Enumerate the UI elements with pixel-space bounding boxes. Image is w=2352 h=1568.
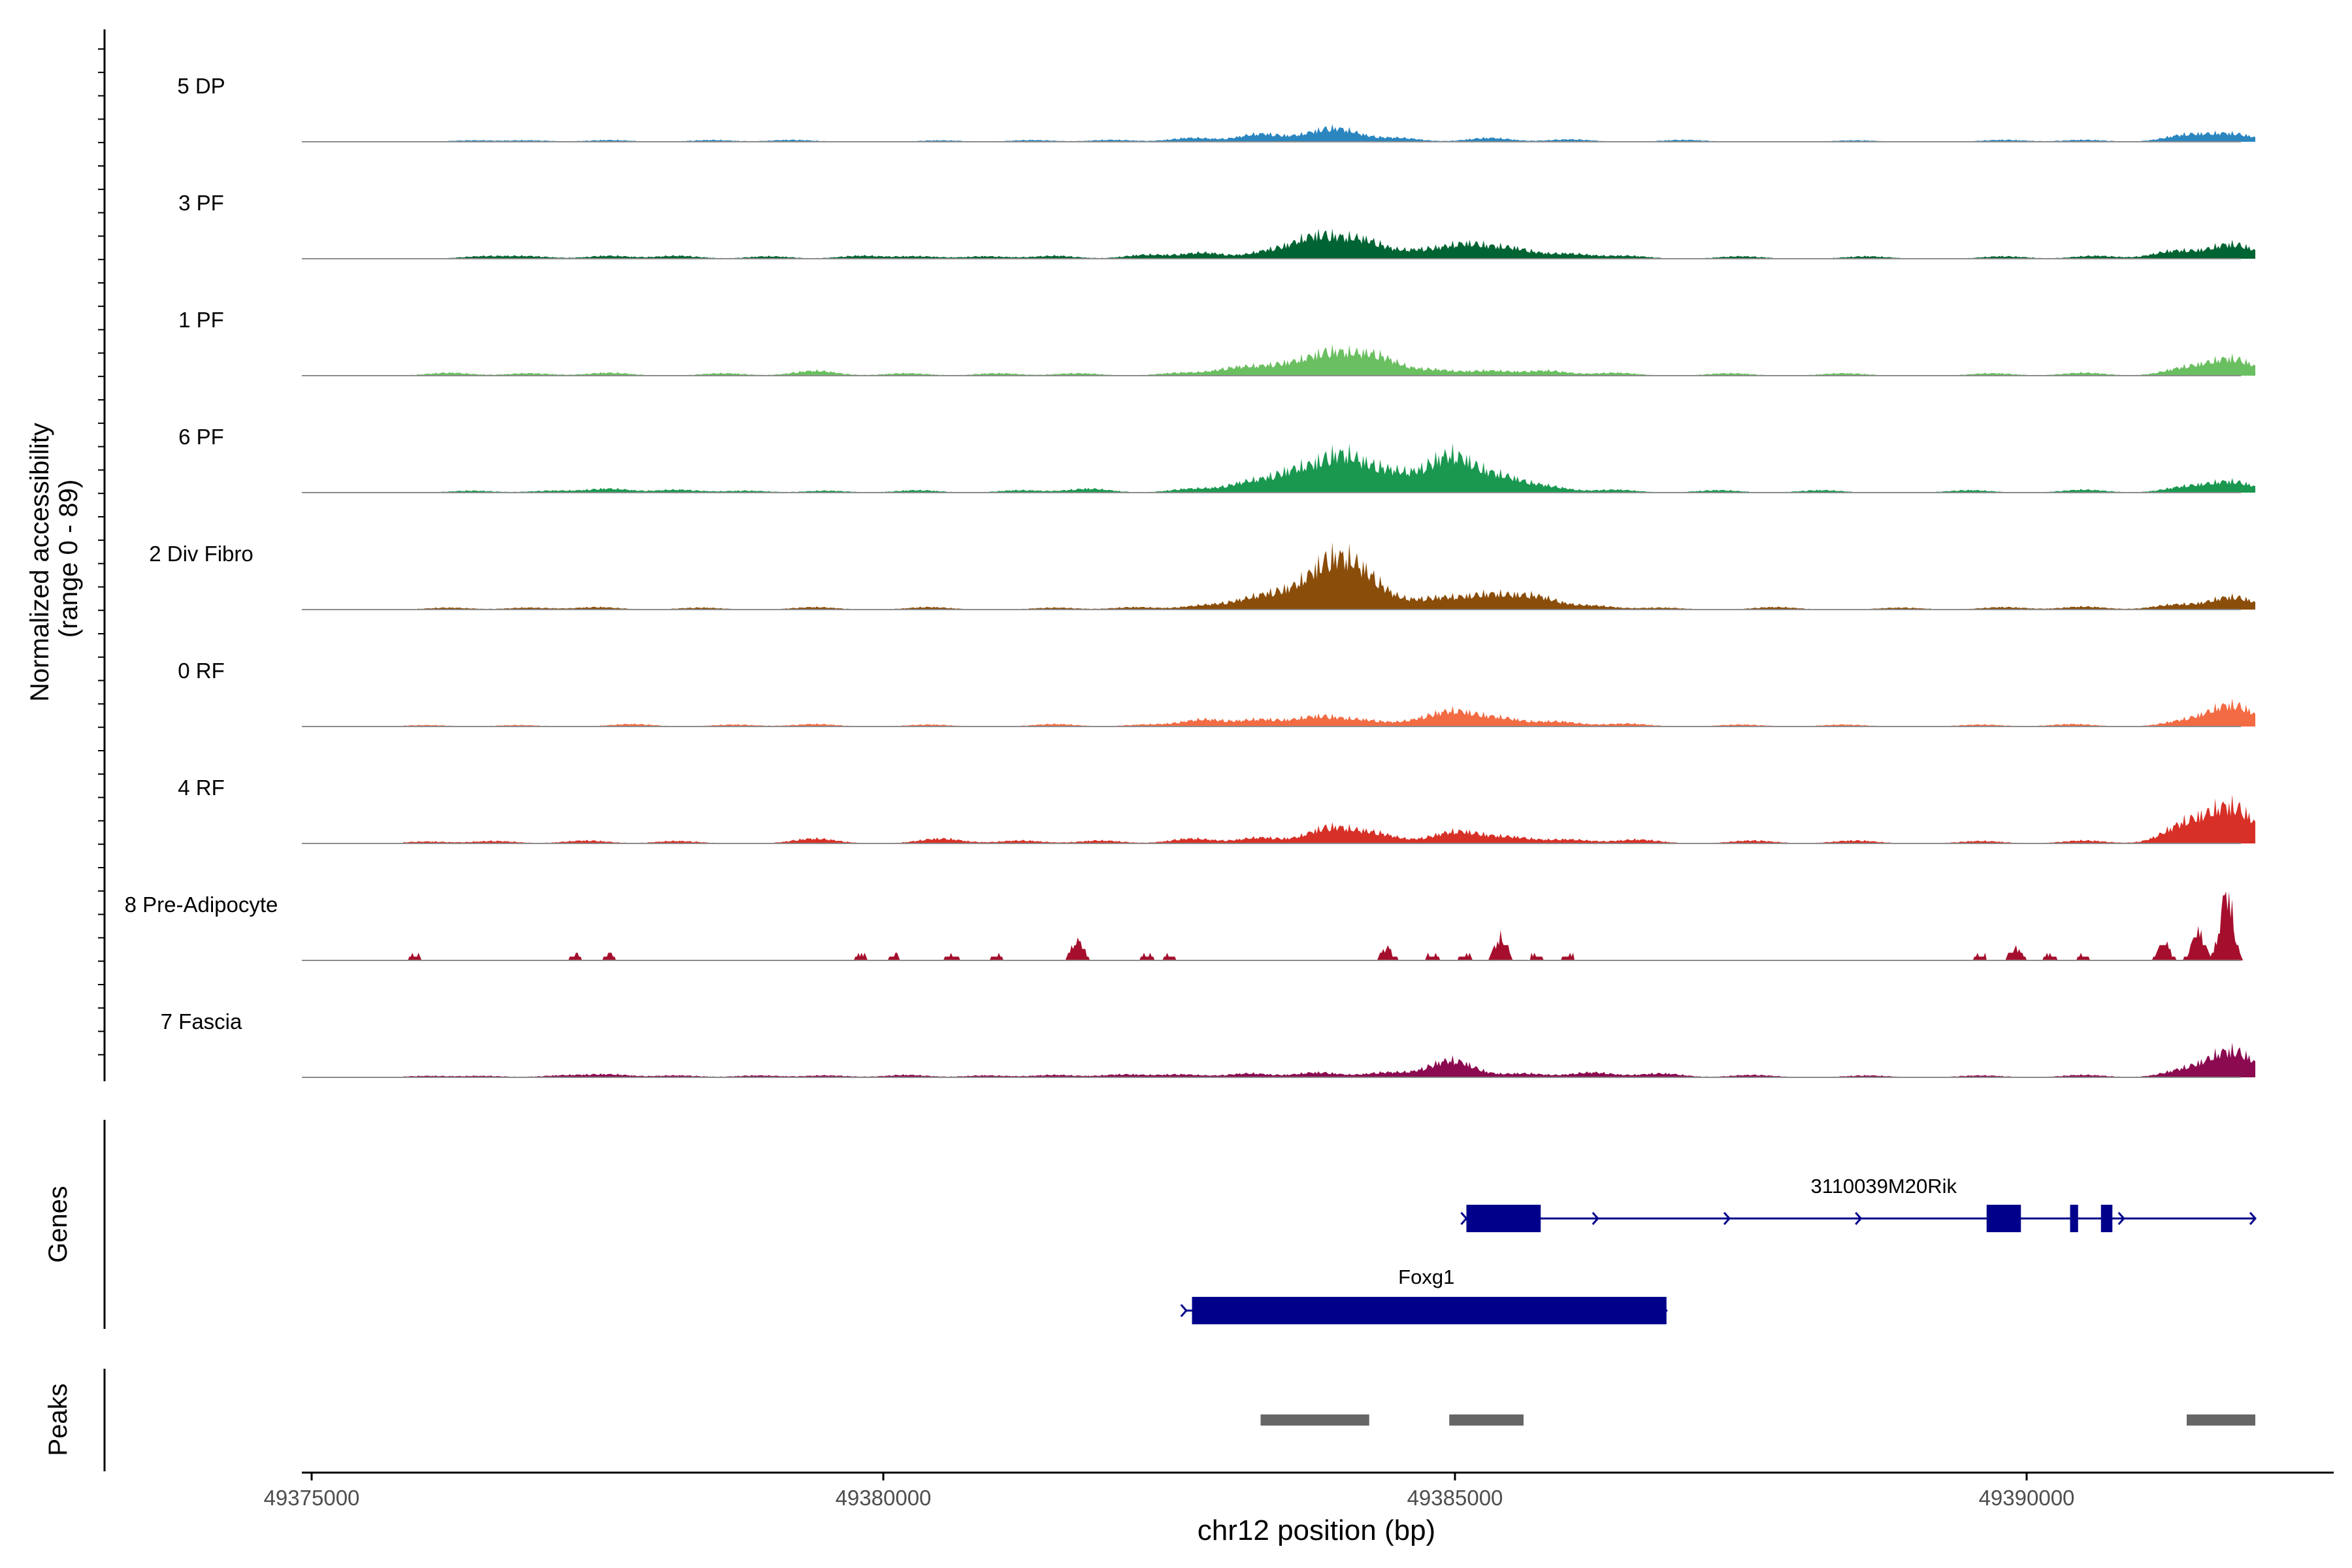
track-7-fascia: 7 Fascia <box>161 1009 2255 1078</box>
track-label-1-pf: 1 PF <box>178 308 224 332</box>
y-axis-title-line1: Normalized accessibility <box>25 423 54 702</box>
strand-arrow-icon <box>1723 1212 1731 1225</box>
genes-panel: Genes 3110039M20Rik Foxg1 <box>44 1120 2257 1329</box>
track-4-rf: 4 RF <box>178 776 2255 844</box>
track-8-pre-adipocyte: 8 Pre-Adipocyte <box>125 891 2255 961</box>
track-label-4-rf: 4 RF <box>178 776 225 800</box>
track-label-7-fascia: 7 Fascia <box>161 1009 242 1034</box>
strand-arrow-icon <box>2249 1212 2257 1225</box>
coverage-tracks: 5 DP 3 PF 1 PF 6 PF 2 Div Fibro 0 RF 4 RF 8 Pre… <box>125 74 2255 1078</box>
exon-3110039m20rik <box>1466 1205 1541 1232</box>
exon-3110039m20rik <box>2100 1205 2113 1232</box>
gene-label-3110039m20rik: 3110039M20Rik <box>1811 1175 1957 1198</box>
x-tick-label: 49375000 <box>264 1486 360 1510</box>
x-axis-title: chr12 position (bp) <box>1198 1514 1435 1546</box>
track-2-div-fibro: 2 Div Fibro <box>149 542 2255 610</box>
track-label-0-rf: 0 RF <box>178 659 225 683</box>
x-tick-label: 49380000 <box>836 1486 932 1510</box>
track-label-8-pre-adipocyte: 8 Pre-Adipocyte <box>125 892 278 917</box>
coverage-area-3-pf <box>403 228 2255 259</box>
coverage-area-0-rf <box>403 698 2255 727</box>
exon-3110039m20rik <box>2070 1205 2078 1232</box>
peaks-panel-label: Peaks <box>44 1383 73 1456</box>
strand-arrow-icon <box>1592 1212 1599 1225</box>
y-axis-title-line2: (range 0 - 89) <box>54 480 83 638</box>
gene-label-foxg1: Foxg1 <box>1398 1266 1454 1288</box>
track-label-5-dp: 5 DP <box>177 74 225 98</box>
coverage-area-6-pf <box>403 443 2255 493</box>
strand-arrow-icon <box>1460 1212 1468 1225</box>
track-label-3-pf: 3 PF <box>178 191 224 215</box>
gene-foxg1: Foxg1 <box>1180 1266 1668 1324</box>
x-axis-ticks: 49375000 49380000 49385000 49390000 <box>264 1473 2075 1510</box>
coverage-area-1-pf <box>403 344 2255 376</box>
peaks-panel: Peaks <box>44 1369 2255 1471</box>
track-1-pf: 1 PF <box>178 308 2255 376</box>
x-tick-label: 49390000 <box>1979 1486 2075 1510</box>
coverage-y-axis-ticks <box>98 48 105 1056</box>
peak-region <box>1260 1414 1369 1426</box>
track-6-pf: 6 PF <box>178 425 2255 493</box>
track-label-2-div-fibro: 2 Div Fibro <box>149 542 253 566</box>
track-0-rf: 0 RF <box>178 659 2255 727</box>
y-axis-title: Normalized accessibility (range 0 - 89) <box>25 416 83 702</box>
strand-arrow-icon <box>1855 1212 1863 1225</box>
x-tick-label: 49385000 <box>1407 1486 1503 1510</box>
strand-arrow-icon <box>2117 1212 2125 1225</box>
peak-regions <box>1260 1414 2255 1426</box>
track-label-6-pf: 6 PF <box>178 425 224 449</box>
genes-panel-label: Genes <box>44 1186 73 1263</box>
coverage-area-7-fascia <box>403 1042 2255 1077</box>
coverage-area-4-rf <box>403 794 2255 843</box>
exon-3110039m20rik <box>1986 1205 2021 1232</box>
peak-region <box>2187 1414 2255 1426</box>
strand-arrow-icon <box>1180 1304 1188 1317</box>
track-5-dp: 5 DP <box>177 74 2255 142</box>
coverage-area-5-dp <box>403 124 2255 142</box>
exon-foxg1 <box>1192 1297 1667 1324</box>
coverage-panel: Normalized accessibility (range 0 - 89) … <box>25 29 2255 1081</box>
x-axis: 49375000 49380000 49385000 49390000 chr12 p… <box>264 1471 2334 1546</box>
track-3-pf: 3 PF <box>178 191 2255 259</box>
coverage-area-8-pre-adipocyte <box>403 891 2255 960</box>
peak-region <box>1449 1414 1524 1426</box>
gene-3110039m20rik: 3110039M20Rik <box>1460 1175 2257 1232</box>
coverage-area-2-div-fibro <box>403 542 2255 610</box>
gene-models: 3110039M20Rik Foxg1 <box>1180 1175 2257 1324</box>
